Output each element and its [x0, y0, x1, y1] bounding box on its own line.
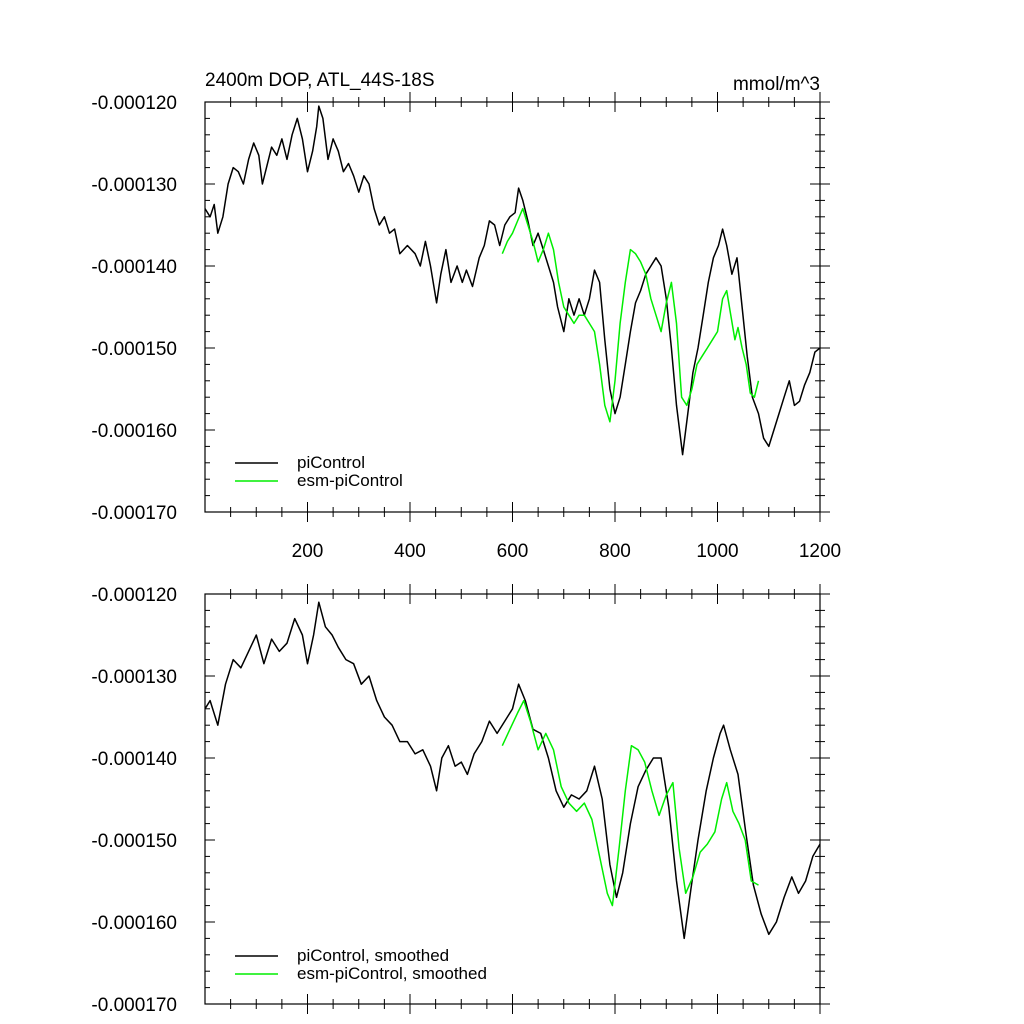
x-tick-label: 1000: [696, 541, 738, 562]
y-tick-label: -0.000130: [91, 667, 177, 688]
plot-frame: [204, 593, 821, 1005]
y-tick-label: -0.000150: [91, 831, 177, 852]
legend-label: piControl: [297, 453, 365, 472]
y-tick-label: -0.000140: [91, 749, 177, 770]
plot-frame: [204, 101, 821, 513]
y-tick-label: -0.000170: [91, 995, 177, 1016]
y-tick-label: -0.000130: [91, 175, 177, 196]
x-tick-label: 1200: [799, 541, 841, 562]
series-line-esm-picontrol: [501, 207, 760, 423]
units-label: mmol/m^3: [733, 74, 820, 95]
legend-label: esm-piControl, smoothed: [297, 964, 487, 983]
y-tick-label: -0.000120: [91, 93, 177, 114]
chart-title: 2400m DOP, ATL_44S-18S: [205, 70, 435, 91]
top-panel: -0.000120 -0.000130 -0.000140 -0.000150 -0.0…: [91, 70, 841, 562]
bottom-panel: -0.000120 -0.000130 -0.000140 -0.000150 -0.0…: [91, 584, 830, 1016]
series-line-esm-picontrol-smoothed: [501, 699, 759, 907]
x-tick-label: 800: [599, 541, 631, 562]
x-tick-label: 200: [292, 541, 324, 562]
series-line-picontrol: [205, 105, 820, 456]
y-tick-label: -0.000170: [91, 503, 177, 524]
x-tick-label: 400: [394, 541, 426, 562]
y-tick-label: -0.000150: [91, 339, 177, 360]
y-tick-label: -0.000160: [91, 421, 177, 442]
legend-label: esm-piControl: [297, 471, 403, 490]
series-line-picontrol-smoothed: [205, 601, 820, 940]
y-tick-label: -0.000160: [91, 913, 177, 934]
x-tick-label: 600: [497, 541, 529, 562]
legend-label: piControl, smoothed: [297, 946, 449, 965]
y-tick-label: -0.000140: [91, 257, 177, 278]
y-tick-label: -0.000120: [91, 585, 177, 606]
